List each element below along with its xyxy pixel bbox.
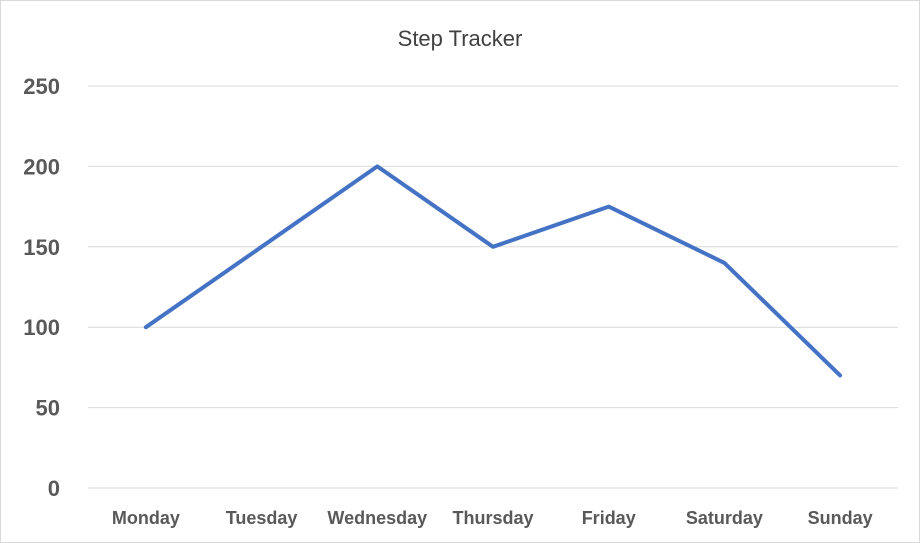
y-tick-label: 50 <box>36 396 60 421</box>
x-tick-label: Tuesday <box>226 508 298 528</box>
x-tick-label: Sunday <box>808 508 873 528</box>
y-tick-label: 0 <box>48 476 60 501</box>
x-tick-label: Wednesday <box>327 508 427 528</box>
x-tick-label: Monday <box>112 508 180 528</box>
y-axis-tick-labels: 0 50 100 150 200 250 <box>23 74 60 501</box>
chart-title: Step Tracker <box>397 26 523 51</box>
gridlines <box>88 85 898 489</box>
x-tick-label: Friday <box>582 508 636 528</box>
x-tick-label: Saturday <box>686 508 763 528</box>
y-tick-label: 100 <box>23 315 60 340</box>
x-tick-label: Thursday <box>452 508 533 528</box>
x-axis-tick-labels: Monday Tuesday Wednesday Thursday Friday Satu… <box>112 508 873 528</box>
series-line-0 <box>143 164 843 378</box>
series-lines <box>143 164 843 378</box>
y-tick-label: 250 <box>23 74 60 99</box>
y-tick-label: 200 <box>23 154 60 179</box>
y-tick-label: 150 <box>23 235 60 260</box>
